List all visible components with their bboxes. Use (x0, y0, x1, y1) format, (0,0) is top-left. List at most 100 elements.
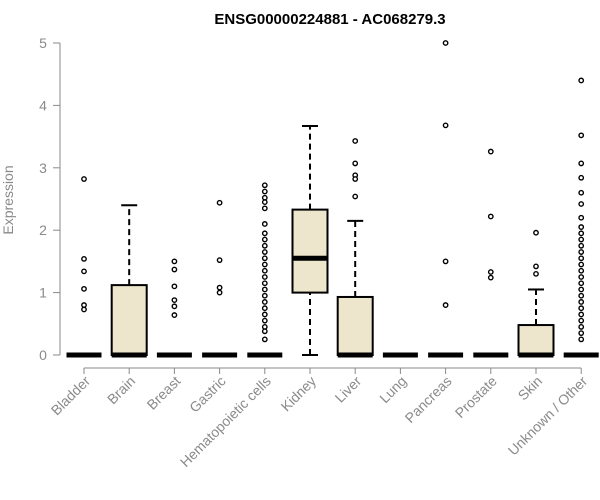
outlier-point (578, 299, 585, 305)
x-tick-label: Bladder (48, 373, 94, 419)
outlier-point (261, 230, 268, 237)
outlier-point (578, 189, 585, 196)
outlier-point (352, 160, 359, 167)
outlier-point (533, 263, 539, 270)
outlier-point (578, 201, 585, 207)
outlier-point (216, 284, 223, 291)
outlier-point (578, 286, 585, 293)
outlier-point (216, 289, 223, 296)
box-pancreas (428, 40, 464, 358)
outlier-point (352, 176, 359, 182)
outlier-point (578, 132, 585, 139)
y-tick-label: 0 (39, 347, 47, 363)
outlier-point (261, 242, 268, 249)
box-hematopoietic-cells (247, 182, 283, 358)
outlier-point (171, 303, 178, 310)
outlier-point (487, 269, 494, 275)
outlier-point (171, 258, 178, 265)
outlier-point (578, 317, 585, 324)
box-unknown-other (563, 77, 599, 358)
outlier-point (578, 77, 585, 84)
outlier-point (578, 230, 585, 237)
outlier-point (261, 188, 268, 195)
outlier-point (442, 40, 449, 46)
box-iqr (291, 208, 329, 294)
y-tick-label: 3 (39, 160, 47, 176)
box-prostate (473, 148, 509, 358)
box-gastric (202, 199, 238, 358)
outlier-point (261, 336, 268, 343)
outlier-point (261, 292, 268, 299)
outlier-point (578, 174, 585, 181)
outlier-point (261, 299, 268, 305)
outlier-point (261, 328, 268, 335)
outlier-point (261, 267, 268, 274)
box-bladder (66, 176, 102, 358)
y-tick-label: 5 (39, 35, 47, 51)
outlier-point (171, 266, 178, 273)
plot-area (66, 40, 599, 358)
outlier-point (578, 330, 585, 337)
x-tick-label: Lung (376, 373, 409, 406)
outlier-point (81, 176, 87, 182)
box-breast (156, 258, 192, 358)
y-tick-label: 2 (39, 222, 47, 238)
outlier-point (171, 297, 178, 303)
outlier-point (352, 138, 359, 144)
outlier-point (81, 285, 87, 292)
x-tick-label: Skin (515, 373, 546, 404)
outlier-point (578, 261, 585, 268)
outlier-point (81, 306, 87, 313)
y-axis: 0 1 2 3 4 5 (39, 35, 61, 363)
y-tick-label: 1 (39, 285, 47, 301)
outlier-point (261, 255, 268, 262)
outlier-point (578, 160, 585, 167)
x-tick-label: Pancreas (402, 373, 455, 426)
x-tick-label: Gastric (186, 373, 229, 416)
outlier-point (578, 311, 585, 318)
outlier-point (578, 214, 585, 221)
box-iqr (336, 295, 374, 356)
box-liver (336, 138, 374, 358)
outlier-point (442, 258, 449, 265)
outlier-point (261, 199, 268, 206)
outlier-point (261, 236, 268, 243)
outlier-point (81, 268, 87, 275)
box-brain (110, 204, 148, 358)
outlier-point (578, 336, 585, 343)
outlier-point (487, 274, 494, 281)
outlier-point (261, 317, 268, 324)
outlier-point (352, 193, 359, 200)
outlier-point (578, 280, 585, 287)
outlier-point (216, 199, 223, 206)
y-axis-label: Expression (0, 165, 16, 234)
chart-title: ENSG00000224881 - AC068279.3 (214, 11, 445, 28)
x-tick-label: Breast (144, 373, 184, 413)
box-iqr (517, 324, 555, 357)
outlier-point (442, 122, 449, 129)
box-iqr (110, 284, 148, 356)
outlier-point (578, 324, 585, 330)
x-tick-label: Brain (104, 373, 138, 407)
x-tick-label: Prostate (452, 373, 500, 421)
outlier-point (261, 221, 268, 227)
outlier-point (578, 249, 585, 255)
outlier-point (261, 182, 268, 189)
outlier-point (442, 302, 449, 308)
outlier-point (578, 224, 585, 230)
outlier-point (578, 242, 585, 249)
outlier-point (578, 236, 585, 243)
outlier-point (533, 229, 539, 236)
outlier-point (171, 283, 178, 290)
outlier-point (81, 256, 87, 262)
outlier-point (487, 148, 494, 155)
x-tick-label: Unknown / Other (505, 373, 591, 459)
outlier-point (261, 249, 268, 255)
outlier-point (261, 280, 268, 287)
box-skin (517, 229, 555, 358)
y-tick-label: 4 (39, 97, 47, 113)
outlier-point (578, 255, 585, 262)
box-kidney (291, 124, 329, 356)
